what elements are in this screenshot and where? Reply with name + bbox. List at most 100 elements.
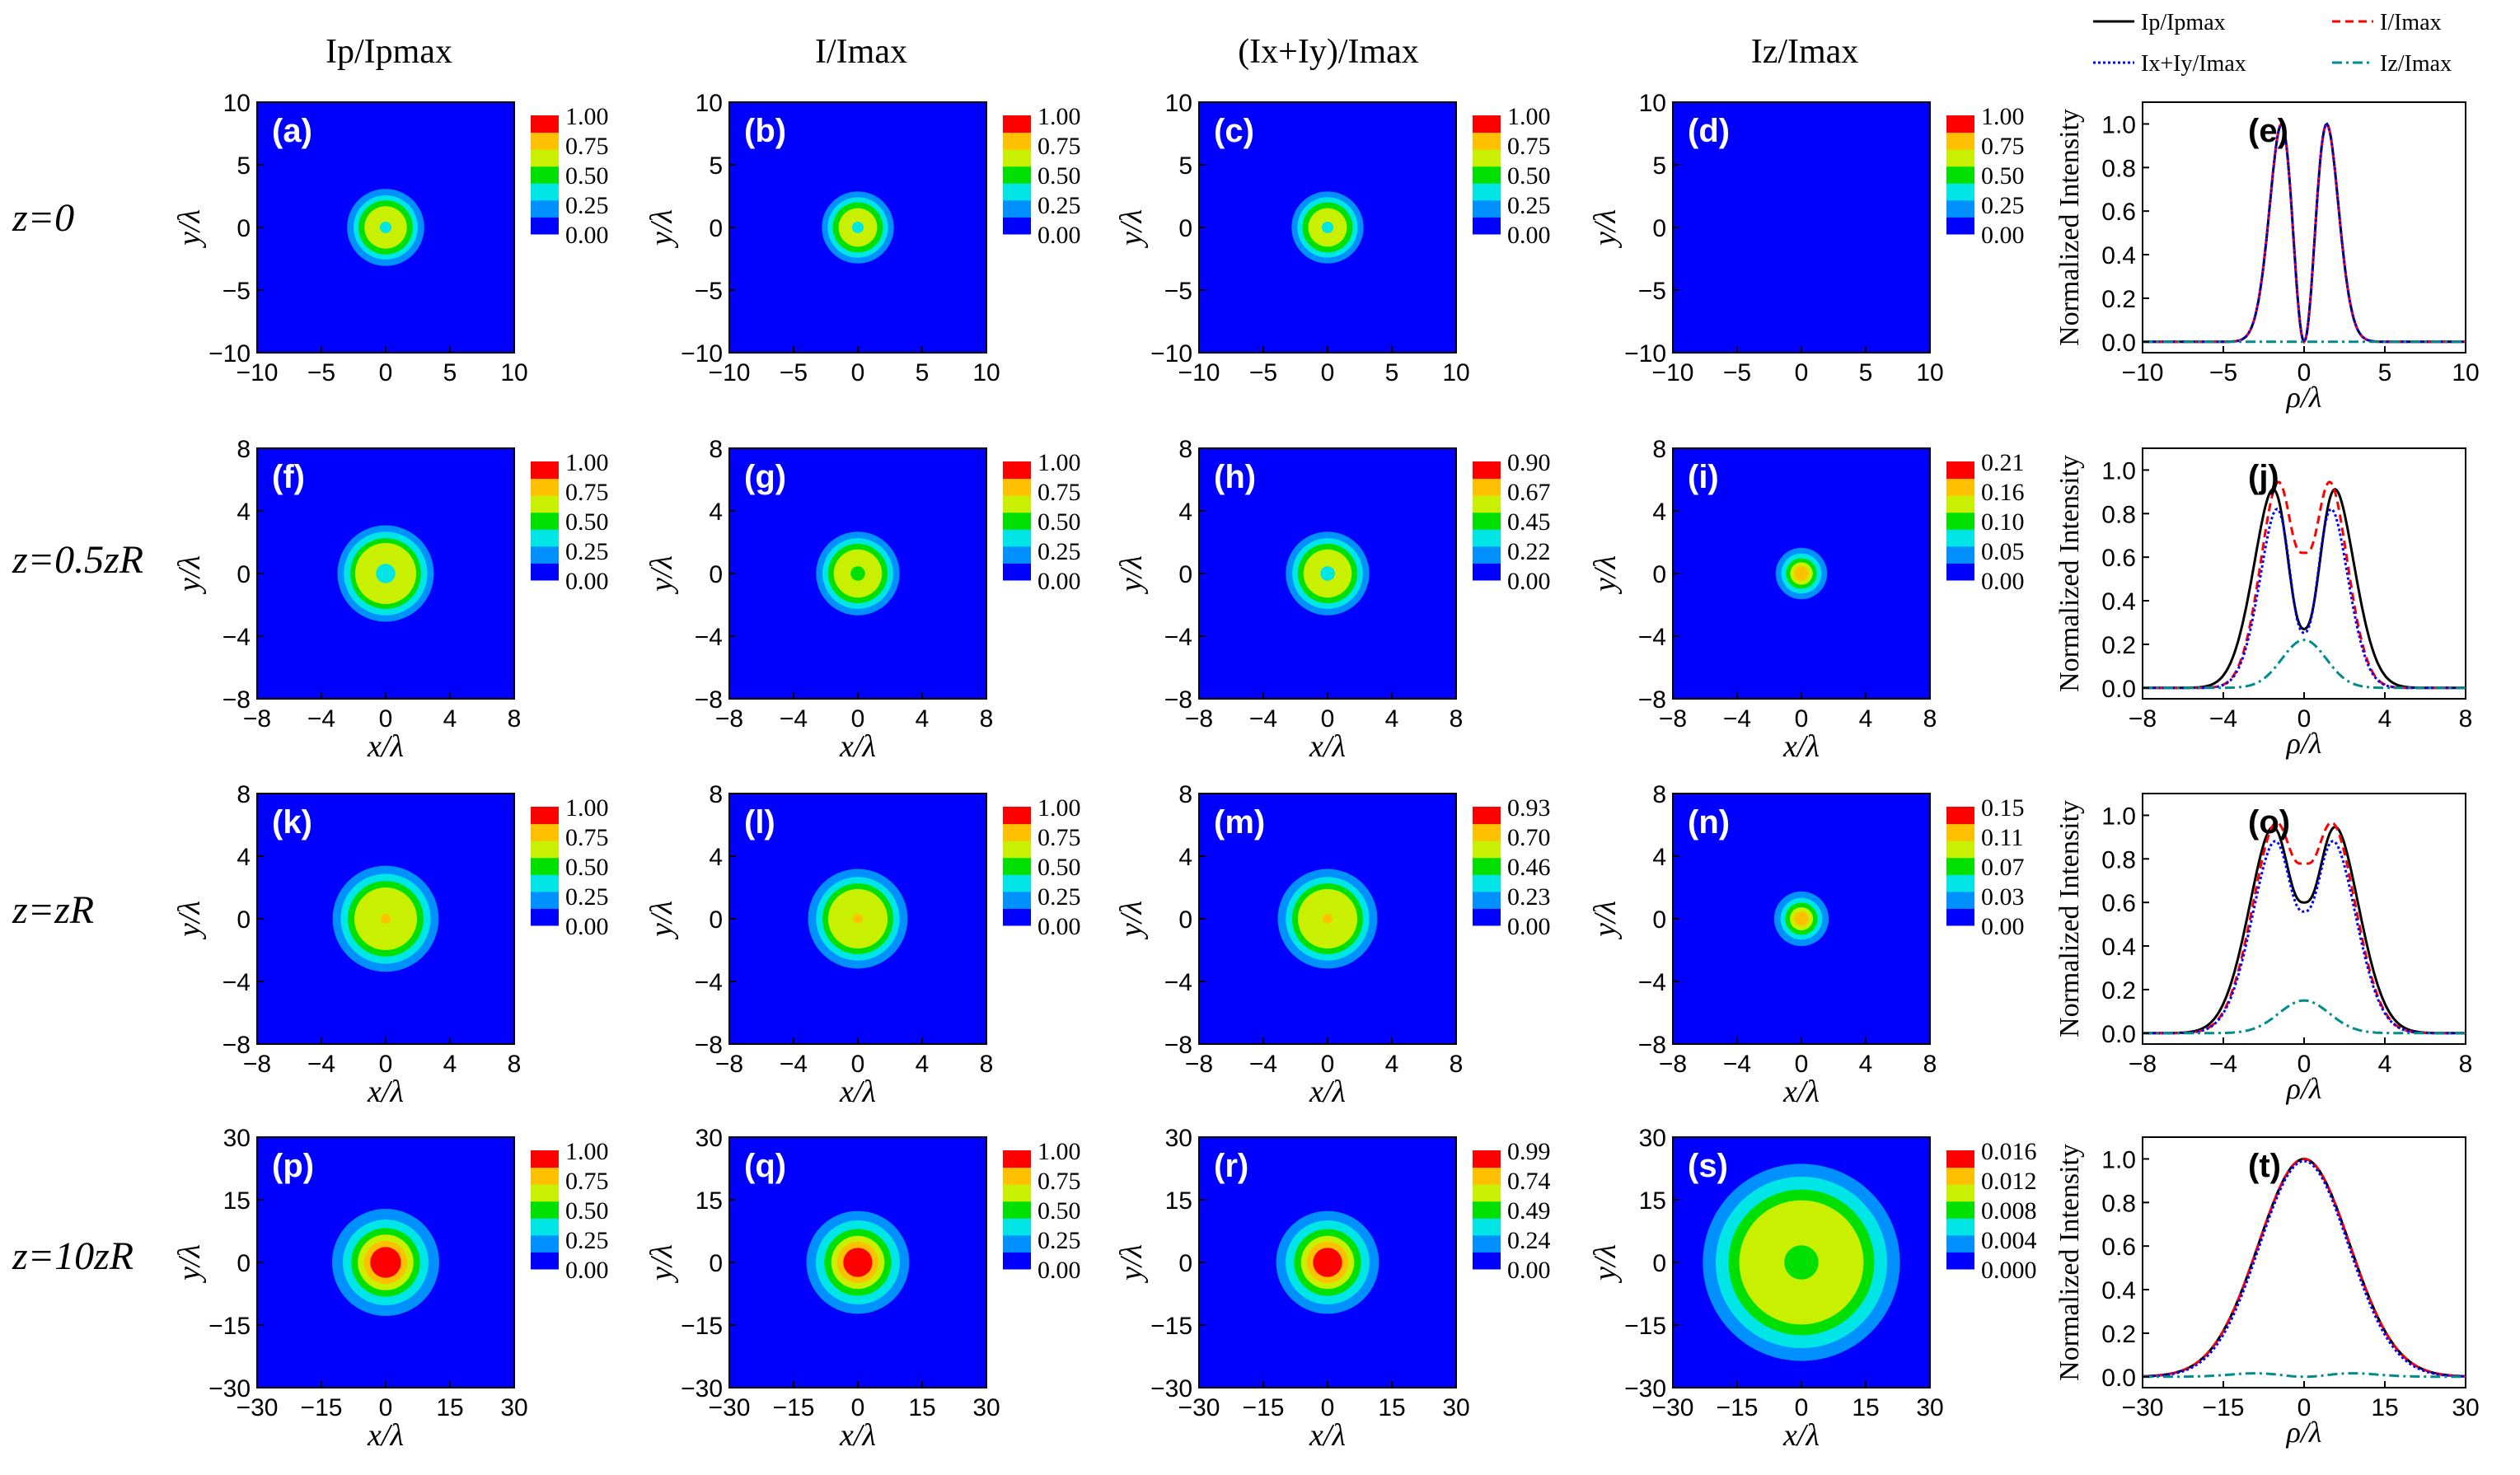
x-tick-label: 4 [1859,1051,1873,1078]
y-tick-label: 30 [1165,1125,1192,1152]
x-axis-label: ρ/λ [2286,1416,2322,1449]
y-tick-label: 15 [696,1187,723,1215]
y-tick-label: 0.2 [2101,286,2136,313]
center-spot [1320,566,1335,581]
colorbar-swatch [1946,199,1974,218]
colorbar-swatch [1473,891,1501,909]
colorbar-tick-label: 0.07 [1981,854,2025,881]
heatmap-background [1673,102,1930,353]
y-tick-label: 10 [1639,90,1666,117]
x-tick-label: 0 [1321,1051,1335,1078]
colorbar-tick-label: 0.75 [565,479,609,506]
colorbar-tick-label: 0.25 [565,192,609,219]
colorbar-swatch [1473,199,1501,218]
x-tick-label: 30 [972,1394,1000,1421]
x-tick-label: −10 [1178,359,1220,386]
x-tick-label: −15 [773,1394,815,1421]
colorbar-swatch [531,495,559,513]
legend: Ip/Ipmax I/Imax Ix+Iy/Imax Iz/Imax [2093,10,2452,77]
colorbar-swatch [1003,478,1031,496]
colorbar-tick-label: 0.012 [1981,1168,2037,1195]
colorbar-swatch [531,461,559,480]
y-tick-label: 0 [1652,561,1666,588]
colorbar-swatch [1003,857,1031,875]
colorbar-tick-label: 0.23 [1507,883,1551,911]
x-axis-label: x/λ [1782,1075,1820,1109]
panel-q: (q)−30 −15 0 15 30−30−1501530y/λx/λ1.000.750… [644,1125,1081,1453]
colorbar-tick-label: 1.00 [1038,1138,1081,1165]
x-tick-label: 30 [1442,1394,1469,1421]
x-tick-label: −4 [2209,705,2237,733]
plot-frame [2142,447,2466,700]
x-tick-label: 15 [908,1394,935,1421]
colorbar-tick-label: 0.75 [1038,479,1081,506]
colorbar-swatch [531,183,559,201]
x-tick-label: 4 [916,1051,930,1078]
x-tick-label: 5 [2378,359,2392,386]
colorbar-swatch [1473,149,1501,167]
y-tick-label: 10 [696,90,723,117]
y-tick-label: −4 [1638,624,1666,651]
colorbar-swatch [1473,115,1501,133]
y-tick-label: 5 [1178,152,1192,180]
series-line-2 [2143,480,2466,690]
panel-label: (f) [272,459,305,495]
x-tick-label: 4 [1859,705,1873,733]
colorbar-tick-label: 0.25 [1038,538,1081,565]
colorbar-tick-label: 0.10 [1981,508,2025,536]
colorbar-swatch [1003,199,1031,218]
colorbar-swatch [531,841,559,859]
colorbar-swatch [1946,495,1974,513]
x-tick-label: −8 [2129,705,2157,733]
center-spot [1323,914,1333,924]
column-title-3: (Ix+Iy)/Imax [1238,33,1419,71]
colorbar-swatch [1003,461,1031,480]
colorbar-swatch [1946,807,1974,825]
row-label-4: z=10zR [12,1234,133,1278]
series-line-3 [2143,840,2466,1035]
colorbar-swatch [1473,823,1501,841]
colorbar-swatch [1473,1218,1501,1236]
colorbar-tick-label: 0.016 [1981,1138,2037,1165]
colorbar-tick-label: 0.50 [565,162,609,190]
colorbar-tick-label: 0.75 [1038,1168,1081,1195]
colorbar-tick-label: 0.00 [1038,222,1081,249]
colorbar-swatch [1003,563,1031,581]
colorbar-tick-label: 0.03 [1981,883,2025,911]
row-label-2: z=0.5zR [12,538,143,582]
colorbar-swatch [1473,1201,1501,1219]
colorbar-swatch [1473,908,1501,926]
colorbar-swatch [1003,149,1031,167]
panel-i: (i) −8 −4 0 4 8 −8 −4 0 4 8 y/λ x/λ 0.21 0.160.100.05 0… [1588,436,2025,764]
y-axis-label: y/λ [1114,1244,1149,1284]
x-tick-label: 8 [2459,1051,2473,1078]
colorbar-swatch [1946,1150,1974,1168]
x-tick-label: 4 [1385,1051,1399,1078]
x-tick-label: −10 [709,359,751,386]
y-tick-label: 0 [709,215,723,242]
series-line-4 [2143,639,2466,690]
y-tick-label: 30 [223,1125,251,1152]
y-tick-label: 0 [1178,906,1192,934]
colorbar-swatch [1946,823,1974,841]
colorbar-tick-label: 0.00 [1038,568,1081,595]
y-tick-label: 0.8 [2101,846,2136,873]
y-tick-label: 0.4 [2101,588,2136,616]
x-tick-label: 0 [379,705,393,733]
colorbar-swatch [1946,1201,1974,1219]
y-tick-label: −5 [1164,278,1192,305]
x-tick-label: 5 [916,359,930,386]
colorbar-tick-label: 0.50 [565,508,609,536]
colorbar-tick-label: 0.00 [1981,222,2025,249]
colorbar-tick-label: 0.00 [565,568,609,595]
colorbar-swatch [1003,495,1031,513]
colorbar-swatch [531,908,559,926]
colorbar-swatch [1003,132,1031,150]
y-tick-label: −5 [695,278,723,305]
y-tick-label: 0 [709,561,723,588]
colorbar-swatch [531,132,559,150]
plot-frame [2142,101,2466,354]
x-tick-label: −15 [2203,1394,2245,1421]
colorbar-tick-label: 0.00 [1507,913,1551,940]
x-tick-label: −4 [307,705,335,733]
